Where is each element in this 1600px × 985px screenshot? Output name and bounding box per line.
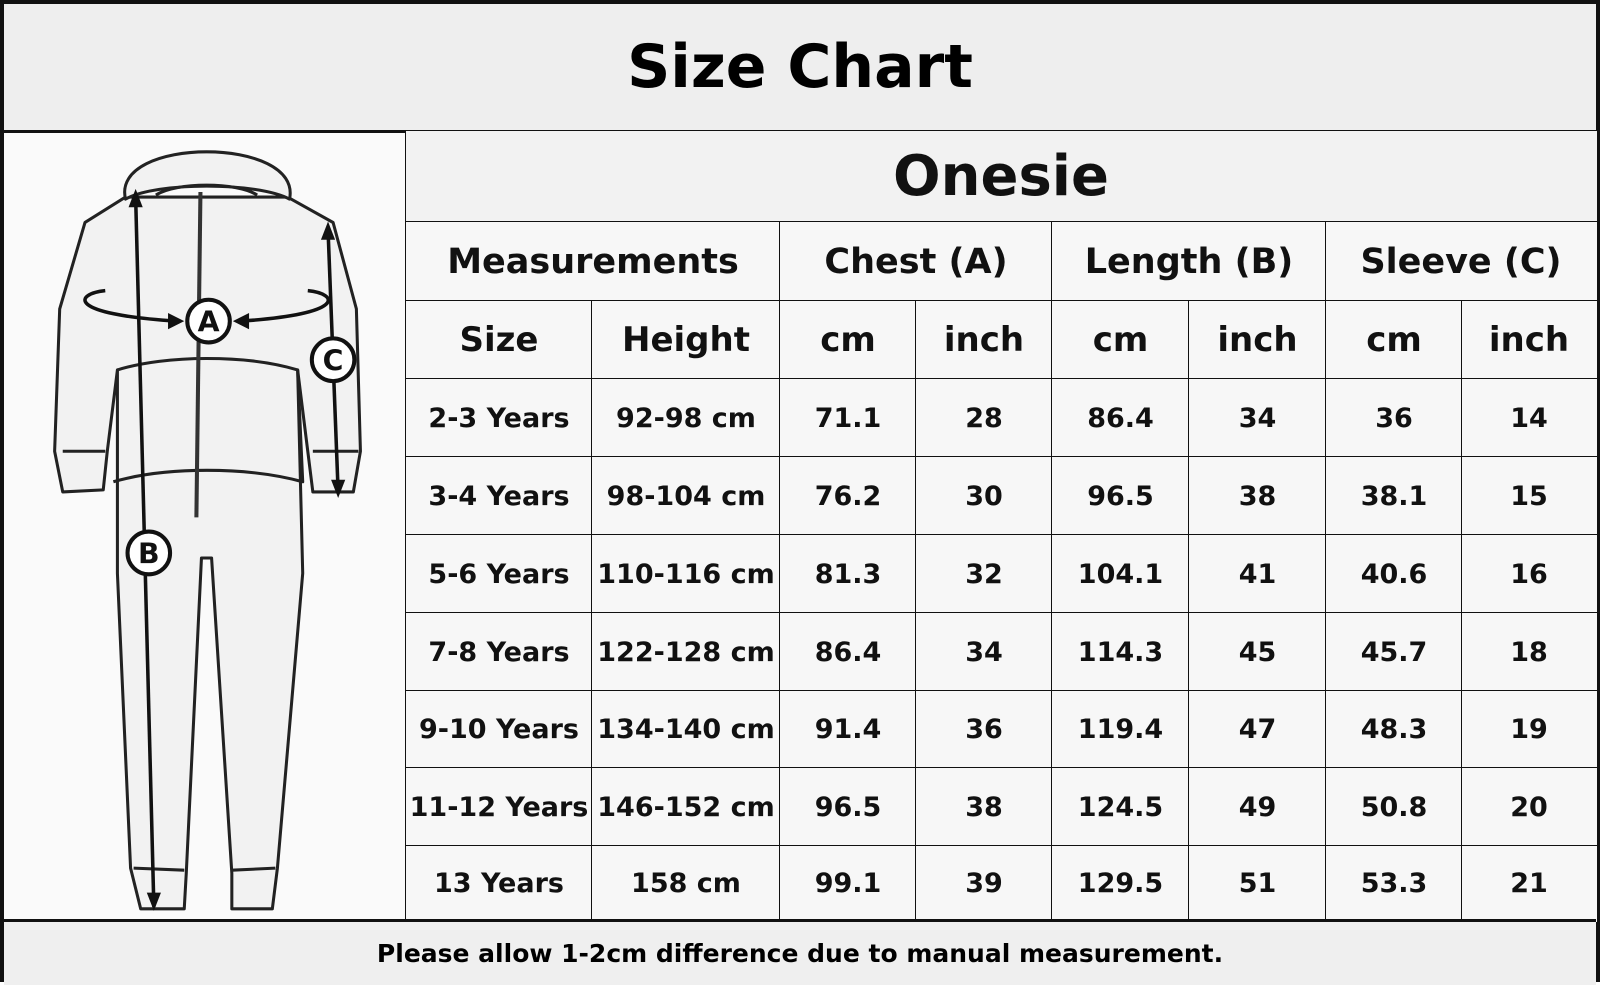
table-cell: 124.5	[1050, 766, 1191, 848]
page-title: Size Chart	[4, 4, 1596, 133]
table-cell: 11-12 Years	[404, 766, 594, 848]
table-cell: 71.1	[778, 377, 918, 459]
diagram-label: C	[323, 344, 344, 377]
group-header: Length (B)	[1050, 220, 1328, 303]
table-cell: 96.5	[1050, 455, 1191, 537]
diagram-label: B	[138, 537, 160, 570]
size-table: Onesie Measurements Chest (A) Length (B) Sle…	[4, 4, 1598, 982]
group-header: Chest (A)	[778, 220, 1054, 303]
column-header: Height	[590, 299, 782, 381]
table-cell: 96.5	[778, 766, 918, 848]
column-header: inch	[1460, 299, 1598, 381]
table-cell: 38.1	[1324, 455, 1464, 537]
table-cell: 3-4 Years	[404, 455, 594, 537]
footer-note: Please allow 1-2cm difference due to man…	[4, 919, 1596, 985]
table-cell: 158 cm	[590, 844, 782, 923]
table-cell: 51	[1187, 844, 1328, 923]
table-cell: 7-8 Years	[404, 611, 594, 693]
column-header: cm	[1324, 299, 1464, 381]
column-header: inch	[1187, 299, 1328, 381]
table-cell: 38	[1187, 455, 1328, 537]
table-cell: 30	[914, 455, 1054, 537]
table-cell: 92-98 cm	[590, 377, 782, 459]
table-cell: 14	[1460, 377, 1598, 459]
table-cell: 48.3	[1324, 689, 1464, 770]
table-cell: 40.6	[1324, 533, 1464, 615]
table-cell: 45.7	[1324, 611, 1464, 693]
column-header: cm	[778, 299, 918, 381]
table-cell: 21	[1460, 844, 1598, 923]
table-cell: 34	[1187, 377, 1328, 459]
onesie-illustration: A B C	[53, 150, 362, 911]
table-cell: 16	[1460, 533, 1598, 615]
table-cell: 41	[1187, 533, 1328, 615]
table-cell: 5-6 Years	[404, 533, 594, 615]
table-cell: 53.3	[1324, 844, 1464, 923]
table-cell: 114.3	[1050, 611, 1191, 693]
table-cell: 129.5	[1050, 844, 1191, 923]
column-header: Size	[404, 299, 594, 381]
table-cell: 20	[1460, 766, 1598, 848]
table-cell: 98-104 cm	[590, 455, 782, 537]
table-cell: 38	[914, 766, 1054, 848]
table-cell: 86.4	[778, 611, 918, 693]
table-cell: 34	[914, 611, 1054, 693]
group-header: Measurements	[404, 220, 782, 303]
table-cell: 122-128 cm	[590, 611, 782, 693]
table-cell: 91.4	[778, 689, 918, 770]
table-cell: 49	[1187, 766, 1328, 848]
column-header: inch	[914, 299, 1054, 381]
group-header: Sleeve (C)	[1324, 220, 1598, 303]
table-cell: 86.4	[1050, 377, 1191, 459]
table-cell: 15	[1460, 455, 1598, 537]
table-cell: 99.1	[778, 844, 918, 923]
table-cell: 110-116 cm	[590, 533, 782, 615]
table-cell: 146-152 cm	[590, 766, 782, 848]
table-title: Onesie	[404, 129, 1598, 224]
table-cell: 9-10 Years	[404, 689, 594, 770]
table-cell: 76.2	[778, 455, 918, 537]
table-cell: 13 Years	[404, 844, 594, 923]
illustration-panel: A B C	[4, 133, 409, 919]
table-cell: 50.8	[1324, 766, 1464, 848]
column-header: cm	[1050, 299, 1191, 381]
table-cell: 19	[1460, 689, 1598, 770]
table-cell: 45	[1187, 611, 1328, 693]
table-cell: 134-140 cm	[590, 689, 782, 770]
table-cell: 36	[1324, 377, 1464, 459]
table-cell: 81.3	[778, 533, 918, 615]
table-cell: 32	[914, 533, 1054, 615]
table-cell: 39	[914, 844, 1054, 923]
table-cell: 119.4	[1050, 689, 1191, 770]
diagram-label: A	[198, 306, 220, 339]
table-cell: 2-3 Years	[404, 377, 594, 459]
table-cell: 47	[1187, 689, 1328, 770]
table-cell: 28	[914, 377, 1054, 459]
table-cell: 104.1	[1050, 533, 1191, 615]
table-cell: 18	[1460, 611, 1598, 693]
table-cell: 36	[914, 689, 1054, 770]
